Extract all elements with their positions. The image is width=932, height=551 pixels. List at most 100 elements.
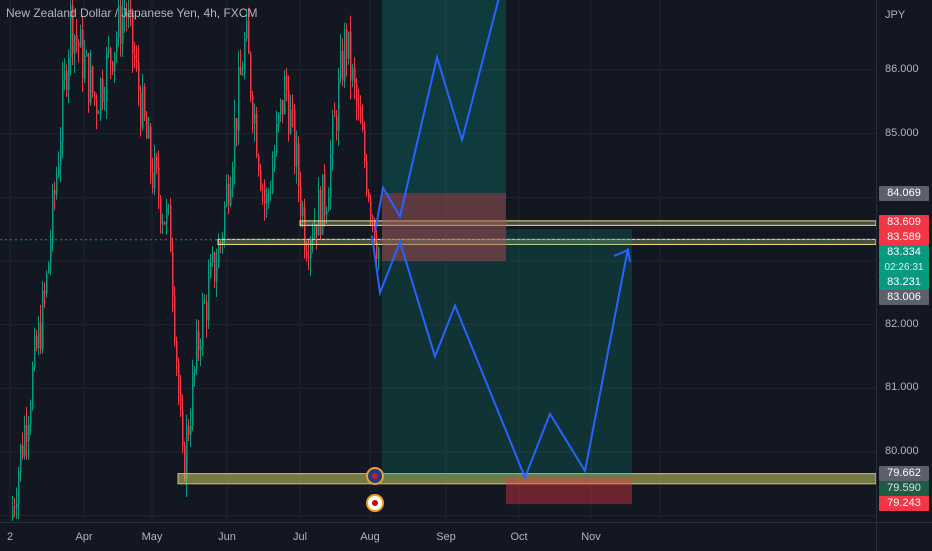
candle-body <box>122 15 124 45</box>
candle-body <box>242 73 244 75</box>
price-axis[interactable]: JPY 86.000 85.000 82.000 81.000 80.000 84.069… <box>876 0 932 522</box>
candle-body <box>366 160 368 193</box>
candle-body <box>14 506 16 508</box>
candle-body <box>104 101 106 103</box>
candle-body <box>348 31 350 59</box>
candle-body <box>300 186 302 217</box>
candle-body <box>172 251 174 297</box>
candle-body <box>362 122 364 130</box>
candle-body <box>30 407 32 425</box>
candle-body <box>240 66 242 75</box>
candle-body <box>284 76 286 115</box>
candle-body <box>152 171 154 188</box>
candle-body <box>138 62 140 93</box>
candle-body <box>316 224 318 236</box>
candle-body <box>252 95 254 124</box>
price-tick-label: 81.000 <box>885 381 919 394</box>
candle-body <box>116 38 118 53</box>
candle-body <box>64 70 66 80</box>
candle-body <box>128 9 130 18</box>
candle-body <box>194 368 196 374</box>
candle-body <box>312 237 314 241</box>
time-tick-label: Aug <box>360 531 380 543</box>
candle-body <box>236 118 238 131</box>
candle-body <box>74 35 76 54</box>
candle-body <box>260 170 262 190</box>
candle-body <box>100 78 102 114</box>
candle-body <box>378 247 380 259</box>
candle-body <box>114 52 116 72</box>
candle-body <box>334 115 336 117</box>
candle-body <box>372 216 374 220</box>
time-axis[interactable]: 2 Apr May Jun Jul Aug Sep Oct Nov <box>0 522 876 551</box>
candle-body <box>136 60 138 63</box>
candle-body <box>146 117 148 139</box>
price-tag-green: 83.334 <box>879 245 929 261</box>
candle-body <box>120 5 122 45</box>
candle-body <box>294 109 296 168</box>
candle-body <box>178 362 180 394</box>
time-tick-label: Apr <box>75 531 93 543</box>
candle-body <box>62 79 64 142</box>
nz-flag-event-icon[interactable] <box>366 467 384 485</box>
support-zone-mid <box>217 238 876 245</box>
candle-body <box>40 322 42 350</box>
price-chart[interactable] <box>0 0 876 522</box>
candle-body <box>270 192 272 194</box>
candle-body <box>54 190 56 195</box>
candle-body <box>280 99 282 115</box>
candle-body <box>272 167 274 193</box>
candle-body <box>66 70 68 91</box>
candle-body <box>98 113 100 115</box>
candle-body <box>208 277 210 321</box>
candle-body <box>84 56 86 79</box>
long-stop-area <box>382 229 506 261</box>
candle-body <box>354 67 356 84</box>
candle-body <box>244 38 246 74</box>
candle-body <box>68 57 70 91</box>
candle-body <box>174 296 176 342</box>
candle-body <box>148 126 150 139</box>
candle-body <box>206 301 208 321</box>
time-tick-label: Nov <box>581 531 601 543</box>
candle-body <box>36 336 38 349</box>
candle-body <box>338 79 340 132</box>
jp-flag-event-icon[interactable] <box>366 494 384 512</box>
candle-body <box>336 116 338 132</box>
symbol-title[interactable]: New Zealand Dollar / Japanese Yen, 4h, F… <box>6 6 258 20</box>
candle-body <box>160 198 162 225</box>
candle-body <box>282 99 284 115</box>
candle-body <box>254 113 256 124</box>
candle-body <box>216 267 218 282</box>
short-stop-area <box>382 192 506 230</box>
price-tag-red: 83.609 <box>879 215 929 231</box>
candle-body <box>132 10 134 55</box>
candle-body <box>318 189 320 236</box>
candle-body <box>274 152 276 168</box>
chart-area[interactable]: New Zealand Dollar / Japanese Yen, 4h, F… <box>0 0 876 522</box>
candle-body <box>44 290 46 294</box>
candle-body <box>246 21 248 39</box>
time-tick-label: Oct <box>510 531 528 543</box>
candle-body <box>196 330 198 369</box>
price-tick-label: 82.000 <box>885 317 919 330</box>
price-tag-green: 83.231 <box>879 275 929 291</box>
currency-label: JPY <box>885 9 906 21</box>
candle-body <box>370 199 372 217</box>
price-tag-gray: 84.069 <box>879 185 929 201</box>
candle-body <box>350 31 352 81</box>
candle-body <box>170 205 172 252</box>
candle-body <box>298 143 300 187</box>
candle-body <box>176 341 178 363</box>
short-target-area <box>382 229 632 478</box>
candle-body <box>108 48 110 54</box>
candle-body <box>142 86 144 128</box>
candle-body <box>154 156 156 188</box>
candle-body <box>342 51 344 81</box>
candle-body <box>58 165 60 176</box>
candle-body <box>232 167 234 189</box>
price-tick-label: 80.000 <box>885 444 919 457</box>
candle-body <box>276 124 278 153</box>
candle-body <box>210 262 212 278</box>
candle-body <box>302 207 304 217</box>
